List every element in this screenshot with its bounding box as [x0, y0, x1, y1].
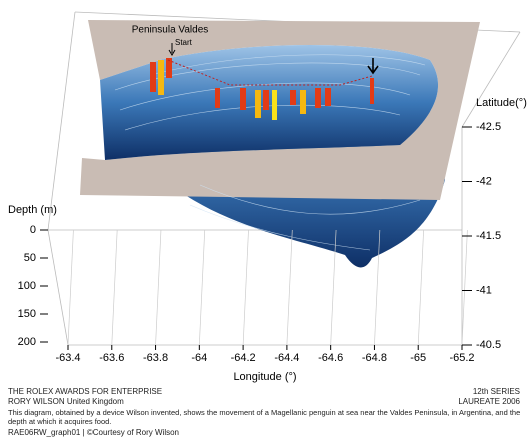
z-tick-label: 150 — [18, 308, 36, 320]
y-tick-label: -41.5 — [476, 230, 501, 242]
x-axis-title: Longitude (°) — [233, 371, 296, 383]
grid-line — [111, 229, 118, 346]
annotation: Peninsula Valdes — [132, 25, 209, 36]
bathymetry-surface — [80, 20, 480, 268]
grid-line — [242, 229, 249, 346]
z-tick-label: 50 — [24, 252, 36, 264]
footer-year: LAUREATE 2006 — [458, 397, 520, 406]
x-tick-label: -64 — [191, 352, 207, 364]
y-tick-label: -40.5 — [476, 339, 501, 351]
x-tick-label: -64.2 — [231, 352, 256, 364]
grid-line — [374, 229, 381, 346]
x-tick-label: -63.6 — [99, 352, 124, 364]
grid-line — [417, 229, 424, 346]
y-axis-title: Latitude(°) — [476, 97, 527, 109]
grid-line — [67, 229, 74, 346]
dive-profile — [150, 43, 379, 120]
y-tick-label: -41 — [476, 284, 492, 296]
y-tick-label: -42.5 — [476, 121, 501, 133]
x-tick-label: -64.4 — [274, 352, 299, 364]
z-axis-title: Depth (m) — [8, 204, 57, 216]
footer-series: 12th SERIES — [472, 387, 520, 396]
x-tick-label: -64.8 — [362, 352, 387, 364]
chart: Peninsula Valdes Start Depth (m) Longitu… — [8, 11, 527, 383]
z-tick-label: 200 — [18, 336, 36, 348]
footer-description: This diagram, obtained by a device Wilso… — [8, 408, 521, 426]
z-tick-label: 0 — [30, 224, 36, 236]
x-tick-label: -63.4 — [55, 352, 80, 364]
footer-org: THE ROLEX AWARDS FOR ENTERPRISE — [8, 387, 163, 396]
footer-laureate: RORY WILSON United Kingdom — [8, 397, 124, 406]
grid-line — [286, 229, 293, 346]
x-tick-label: -65.2 — [449, 352, 474, 364]
annotation: Start — [175, 38, 193, 47]
x-tick-label: -65 — [410, 352, 426, 364]
grid-line — [198, 229, 206, 346]
z-tick-label: 100 — [18, 280, 36, 292]
grid-line — [155, 229, 162, 346]
grid-line — [461, 229, 468, 346]
footer-credit: RAE06RW_graph01 | ©Courtesy of Rory Wils… — [8, 428, 180, 437]
x-tick-label: -64.6 — [318, 352, 343, 364]
grid-line — [330, 229, 337, 346]
x-tick-label: -63.8 — [143, 352, 168, 364]
y-tick-label: -42 — [476, 175, 492, 187]
